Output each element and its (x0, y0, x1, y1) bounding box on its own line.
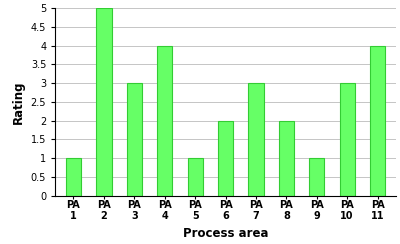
Bar (370, 46, 385, 195)
Bar (96, 8, 112, 195)
Bar (157, 46, 172, 195)
Bar (279, 121, 294, 195)
Y-axis label: Rating: Rating (12, 80, 25, 124)
Bar (127, 83, 142, 195)
Bar (66, 158, 81, 195)
Bar (340, 83, 355, 195)
Bar (218, 121, 233, 195)
X-axis label: Process area: Process area (183, 227, 268, 240)
Bar (188, 158, 203, 195)
Bar (309, 158, 324, 195)
Bar (248, 83, 264, 195)
